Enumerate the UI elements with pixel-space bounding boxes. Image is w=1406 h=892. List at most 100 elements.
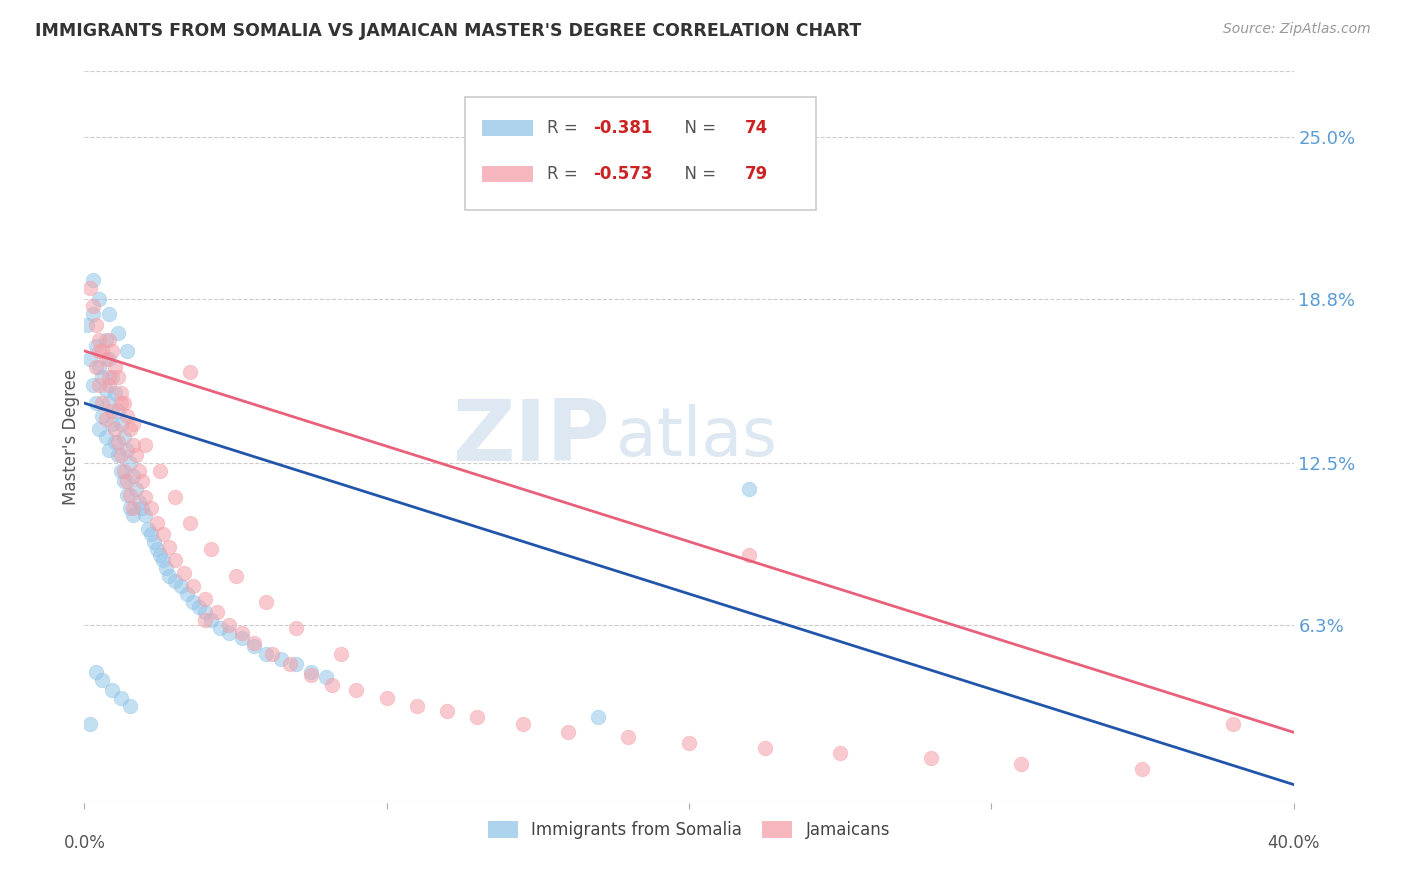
Point [121, 417, 143, 431]
Point [146, 542, 169, 557]
Point [97, 377, 120, 392]
Point [115, 343, 138, 358]
Point [89, 377, 111, 392]
Text: 79: 79 [745, 165, 768, 183]
Point [91, 396, 114, 410]
Point [110, 396, 132, 410]
Point [557, 725, 579, 739]
Point [112, 475, 135, 489]
Text: R =: R = [547, 165, 583, 183]
Point [97, 396, 120, 410]
Point [1222, 717, 1244, 731]
Text: N =: N = [675, 119, 721, 136]
Text: -0.381: -0.381 [593, 119, 652, 136]
Point [121, 469, 143, 483]
Point [89, 359, 111, 374]
Point [225, 568, 247, 582]
Point [107, 326, 129, 340]
Text: 40.0%: 40.0% [1267, 834, 1320, 852]
Point [260, 647, 283, 661]
Point [242, 636, 264, 650]
Point [207, 605, 229, 619]
Point [467, 709, 489, 723]
Point [136, 521, 159, 535]
Point [89, 343, 111, 358]
Point [170, 579, 193, 593]
Point [97, 334, 120, 348]
Point [94, 351, 117, 366]
Point [112, 396, 135, 410]
Point [94, 430, 117, 444]
Point [285, 621, 308, 635]
Point [125, 449, 148, 463]
Point [128, 495, 150, 509]
Point [209, 621, 232, 635]
Point [131, 500, 153, 515]
Point [165, 553, 187, 567]
Point [218, 618, 240, 632]
Point [100, 343, 122, 358]
Point [86, 665, 108, 680]
Point [115, 409, 138, 424]
Point [118, 422, 141, 436]
Point [79, 351, 101, 366]
Point [94, 412, 117, 426]
Point [146, 516, 169, 531]
Point [115, 443, 138, 458]
Point [1130, 762, 1153, 776]
Point [299, 665, 322, 680]
Point [231, 626, 253, 640]
Point [375, 691, 398, 706]
Point [94, 383, 117, 397]
Point [121, 438, 143, 452]
Point [200, 542, 222, 557]
Point [152, 526, 174, 541]
Legend: Immigrants from Somalia, Jamaicans: Immigrants from Somalia, Jamaicans [481, 814, 897, 846]
Point [254, 647, 277, 661]
Point [157, 540, 180, 554]
Y-axis label: Master's Degree: Master's Degree [62, 369, 80, 505]
Point [110, 464, 132, 478]
Point [107, 404, 129, 418]
Point [346, 683, 368, 698]
Point [142, 534, 165, 549]
Text: N =: N = [675, 165, 721, 183]
Point [738, 548, 761, 562]
Point [86, 359, 108, 374]
Point [97, 351, 120, 366]
Point [678, 736, 700, 750]
Point [107, 449, 129, 463]
Point [139, 526, 162, 541]
Point [110, 417, 132, 431]
Point [920, 751, 942, 765]
Point [91, 343, 114, 358]
Text: 0.0%: 0.0% [63, 834, 105, 852]
Point [112, 464, 135, 478]
Point [194, 605, 217, 619]
Point [188, 599, 211, 614]
Point [100, 417, 122, 431]
Point [134, 438, 156, 452]
Point [134, 490, 156, 504]
Point [315, 670, 337, 684]
Point [104, 422, 127, 436]
Point [231, 632, 253, 646]
Point [149, 464, 172, 478]
Point [121, 508, 143, 523]
Point [512, 717, 534, 731]
Point [112, 430, 135, 444]
Point [91, 673, 114, 687]
Point [131, 475, 153, 489]
Point [165, 490, 187, 504]
Point [82, 377, 104, 392]
Point [100, 370, 122, 384]
Point [125, 483, 148, 497]
Point [100, 683, 122, 698]
Point [89, 334, 111, 348]
Point [104, 385, 127, 400]
Point [118, 699, 141, 714]
Point [155, 560, 177, 574]
Point [321, 678, 343, 692]
Point [194, 592, 217, 607]
Text: -0.573: -0.573 [593, 165, 652, 183]
